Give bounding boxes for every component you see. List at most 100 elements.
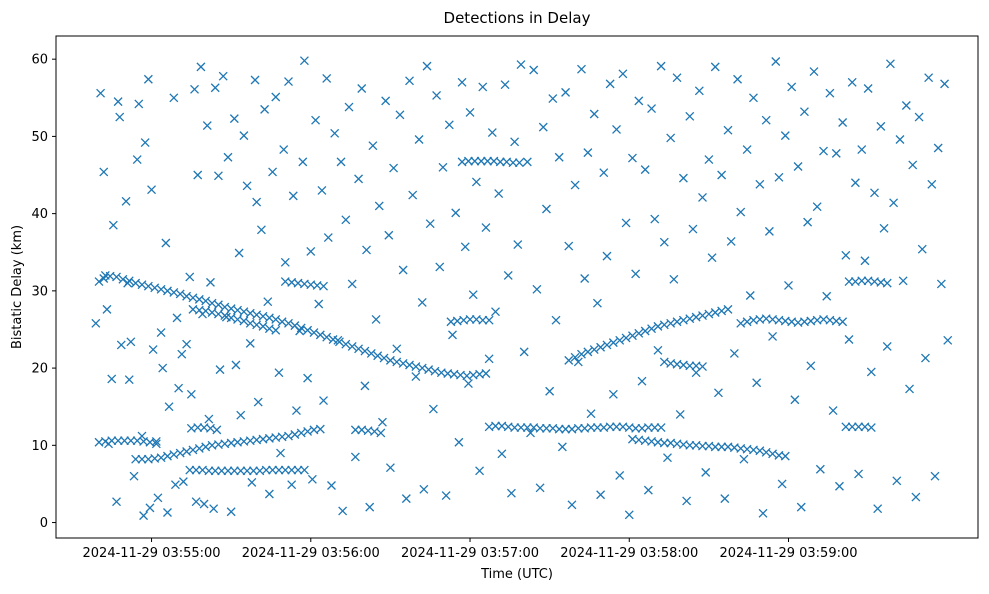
data-point-marker <box>561 424 571 434</box>
data-point-marker <box>634 96 644 106</box>
data-point-marker <box>516 423 526 433</box>
data-point-marker <box>102 304 112 314</box>
data-point-marker <box>170 480 180 490</box>
y-axis: 0 10 20 30 40 50 60 <box>31 53 56 531</box>
data-point-marker <box>602 340 612 350</box>
data-point-marker <box>551 315 561 325</box>
data-point-marker <box>685 440 695 450</box>
data-point-marker <box>96 88 106 98</box>
data-point-marker <box>116 340 126 350</box>
data-point-marker <box>784 280 793 290</box>
data-point-marker <box>374 201 384 211</box>
data-point-marker <box>535 423 545 433</box>
data-point-marker <box>279 145 289 154</box>
data-point-marker <box>495 157 505 167</box>
data-point-marker <box>850 178 860 188</box>
chart-title: Detections in Delay <box>444 9 591 27</box>
data-point-marker <box>790 395 800 405</box>
data-point-marker <box>854 469 864 479</box>
data-point-marker <box>666 133 676 143</box>
data-point-marker <box>258 321 268 331</box>
data-point-marker <box>933 143 943 153</box>
data-point-marker <box>548 94 558 104</box>
data-point-marker <box>268 167 278 177</box>
data-point-marker <box>185 465 195 475</box>
data-point-marker <box>274 368 284 378</box>
data-point-marker <box>256 225 266 235</box>
data-point-marker <box>451 208 461 218</box>
data-point-marker <box>112 272 121 282</box>
data-point-marker <box>720 494 730 504</box>
data-point-marker <box>107 374 117 384</box>
data-point-marker <box>924 73 934 83</box>
data-point-marker <box>350 452 360 462</box>
data-point-marker <box>147 185 157 195</box>
data-point-marker <box>405 76 414 86</box>
data-point-marker <box>336 157 346 167</box>
data-point-marker <box>174 383 184 393</box>
data-point-marker <box>139 511 149 521</box>
data-point-marker <box>819 146 828 156</box>
data-point-marker <box>608 338 618 348</box>
data-point-marker <box>917 244 927 254</box>
data-point-marker <box>132 155 142 165</box>
data-point-marker <box>398 265 408 275</box>
data-point-marker <box>193 423 203 433</box>
data-point-marker <box>419 484 429 494</box>
data-point-marker <box>108 220 118 230</box>
data-point-marker <box>612 422 621 432</box>
data-point-marker <box>529 65 539 75</box>
data-point-marker <box>126 337 136 347</box>
data-point-marker <box>334 337 344 347</box>
data-point-marker <box>315 330 325 340</box>
data-point-marker <box>330 128 340 138</box>
data-point-marker <box>368 141 378 151</box>
data-point-marker <box>381 96 391 106</box>
data-point-marker <box>239 316 249 326</box>
data-point-marker <box>371 314 381 324</box>
data-point-marker <box>889 198 899 208</box>
plot-area-frame <box>55 35 979 539</box>
data-point-marker <box>317 186 327 195</box>
data-point-marker <box>319 396 328 405</box>
data-point-marker <box>503 270 513 280</box>
data-point-marker <box>516 60 526 70</box>
data-point-marker <box>717 442 727 452</box>
data-point-marker <box>758 508 768 518</box>
data-point-marker <box>822 291 832 301</box>
data-point-marker <box>401 494 411 504</box>
data-point-marker <box>541 204 551 214</box>
data-point-marker <box>535 483 545 493</box>
data-point-marker <box>212 425 222 435</box>
data-point-marker <box>113 97 123 107</box>
data-point-marker <box>631 423 641 433</box>
data-point-marker <box>905 384 914 394</box>
data-point-marker <box>124 276 134 286</box>
data-point-marker <box>774 172 784 182</box>
data-point-marker <box>185 272 195 282</box>
data-point-marker <box>322 332 332 342</box>
data-point-marker <box>854 422 864 432</box>
data-point-marker <box>510 423 520 433</box>
data-point-marker <box>234 248 244 258</box>
data-point-marker <box>914 112 924 122</box>
data-point-marker <box>143 74 153 84</box>
data-point-marker <box>532 284 542 294</box>
data-point-marker <box>250 75 260 85</box>
data-point-marker <box>299 56 309 66</box>
data-point-marker <box>704 155 714 165</box>
data-point-marker <box>647 104 657 114</box>
data-point-marker <box>608 389 618 399</box>
data-point-marker <box>291 406 301 416</box>
data-point-marker <box>239 131 249 141</box>
data-point-marker <box>319 281 328 291</box>
data-point-marker <box>873 504 883 514</box>
data-point-marker <box>417 297 427 307</box>
data-point-marker <box>483 156 493 166</box>
data-point-marker <box>276 448 285 458</box>
data-point-marker <box>196 62 206 72</box>
data-point-marker <box>112 497 121 507</box>
data-point-marker <box>615 470 625 480</box>
data-point-marker <box>264 489 274 499</box>
data-point-marker <box>210 466 220 476</box>
